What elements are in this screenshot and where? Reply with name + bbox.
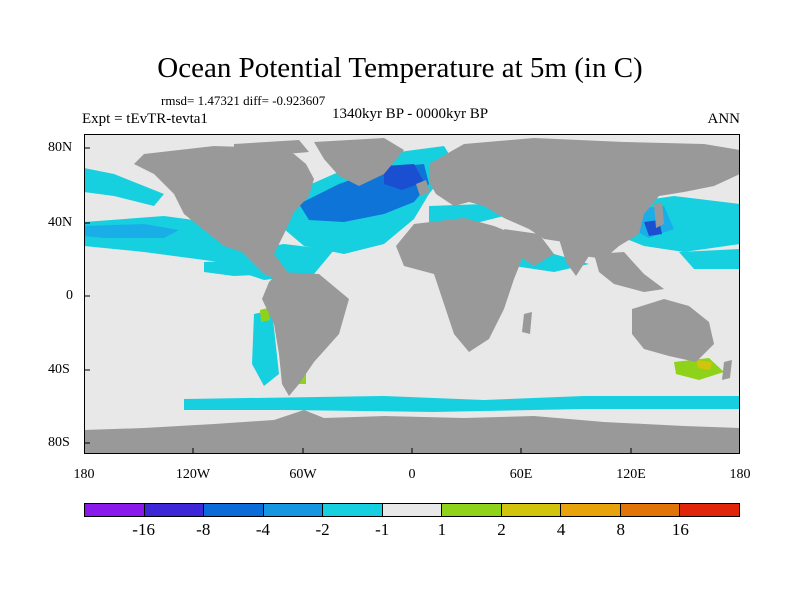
experiment-label: Expt = tEvTR-tevta1 [82,111,208,127]
land-masses [84,138,740,454]
chile-coast-anomaly [252,310,279,386]
x-tick-120w: 120W [175,467,211,482]
australia-warm-core [696,360,712,370]
ne-pacific-anomaly [84,168,164,206]
west-pacific-equatorial [679,249,740,269]
british-isles [416,180,430,196]
y-tick-80n: 80N [48,140,73,155]
color-bar-label: -8 [196,520,211,539]
arabia [504,229,554,266]
madagascar [522,312,532,334]
color-bar-label: -4 [255,520,270,539]
color-bar-box [620,504,681,516]
southeast-asia [594,252,664,292]
season-label: ANN [707,111,741,127]
y-tick-0: 0 [66,288,73,303]
y-tick-40n: 40N [48,215,73,230]
map-title: Ocean Potential Temperature at 5m (in C) [157,52,643,84]
labrador-sea-patch [384,164,424,190]
australia [632,299,714,362]
color-bar-label: -2 [315,520,330,539]
color-bar-box [263,504,324,516]
canadian-arctic [234,140,309,156]
color-bar-label: 4 [556,520,566,539]
north-america [134,146,314,260]
eurasia [429,138,740,259]
color-bar-label: 8 [616,520,625,539]
axis-ticks [84,147,632,454]
color-bar-box [144,504,205,516]
x-tick-180w: 180 [73,467,95,482]
new-zealand [722,360,732,380]
stats-text: rmsd= 1.47321 diff= -0.923607 [161,93,326,108]
scandinavia [444,150,479,180]
antarctica [84,410,740,454]
color-bar-label: 2 [497,520,506,539]
india [559,239,589,276]
color-bar-box [323,504,383,516]
ocean-temperature-map [84,134,740,454]
color-bar-box [382,504,443,516]
color-bar-box [442,504,502,516]
japan [654,202,664,228]
southern-ocean-anomaly [184,396,740,412]
color-bar-label: 16 [671,520,689,539]
greenland [314,138,404,186]
color-bar-box [561,504,621,516]
y-tick-40s: 40S [48,362,70,377]
color-bar [84,503,740,517]
x-tick-60w: 60W [289,467,317,482]
color-bar-box [85,504,145,516]
y-tick-80s: 80S [48,435,70,450]
x-tick-60e: 60E [509,467,533,482]
cooling-anomalies [84,146,740,412]
color-bar-label: -16 [132,520,155,539]
peru-warm-patch [260,308,270,322]
x-tick-180e: 180 [729,467,751,482]
color-bar-label: 1 [437,520,447,539]
north-pacific-core [84,224,179,238]
x-tick-0: 0 [408,467,416,482]
africa [396,218,524,352]
color-bar-box [501,504,562,516]
color-bar-box [680,504,740,516]
x-tick-120e: 120E [616,467,646,482]
map-subtitle: 1340kyr BP - 0000kyr BP [331,106,489,122]
south-america [262,272,349,396]
color-bar-label: -1 [375,520,390,539]
color-bar-box [204,504,264,516]
